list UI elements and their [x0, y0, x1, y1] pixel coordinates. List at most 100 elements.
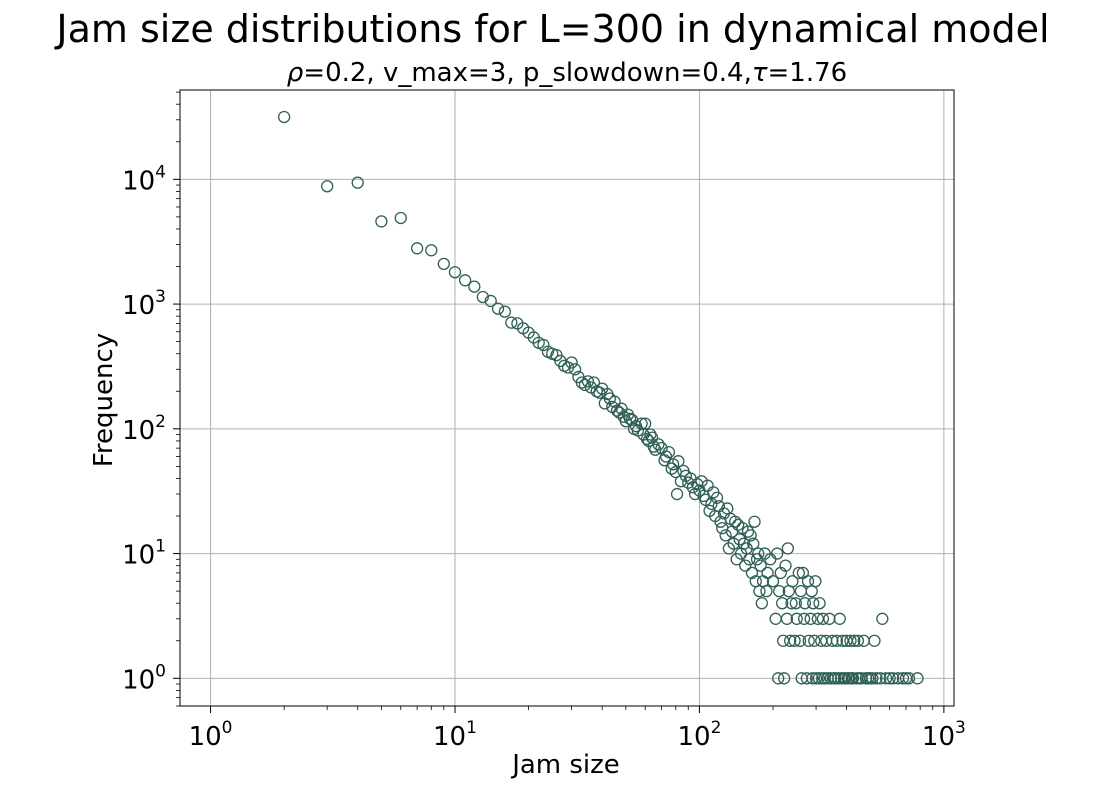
- y-tick-label: 102: [122, 412, 166, 446]
- data-point: [729, 515, 742, 528]
- data-point: [587, 376, 601, 389]
- data-point: [813, 597, 826, 610]
- data-point: [578, 378, 592, 392]
- data-point: [640, 432, 654, 446]
- data-point: [747, 537, 760, 550]
- data-point: [793, 634, 807, 647]
- data-point: [824, 672, 838, 685]
- axis-ticks: [173, 91, 945, 713]
- data-point: [498, 305, 512, 318]
- data-point: [766, 575, 780, 588]
- y-tick-label: 100: [122, 661, 166, 695]
- x-tick-label: 101: [433, 718, 477, 752]
- data-point: [780, 612, 794, 625]
- data-point: [886, 672, 900, 685]
- data-point: [797, 612, 811, 625]
- data-points: [277, 110, 924, 685]
- data-point: [710, 491, 724, 504]
- data-point: [754, 559, 767, 572]
- data-point: [809, 672, 823, 685]
- data-point: [789, 597, 803, 610]
- data-point: [351, 176, 364, 189]
- data-point: [448, 266, 462, 279]
- data-point: [866, 672, 879, 685]
- data-point: [848, 634, 861, 647]
- data-point: [755, 597, 768, 610]
- data-point: [425, 244, 438, 257]
- data-point: [809, 575, 822, 588]
- data-point: [745, 566, 759, 580]
- axis-tick-labels: 100 101 102 103 100 101 102 103 104: [122, 162, 966, 752]
- data-point: [744, 529, 757, 542]
- data-point: [468, 280, 481, 293]
- data-point: [410, 242, 424, 255]
- data-point: [846, 672, 860, 685]
- data-point: [748, 515, 761, 528]
- data-point: [491, 302, 505, 315]
- data-point: [833, 612, 846, 625]
- data-point: [816, 612, 830, 625]
- data-point: [792, 566, 805, 580]
- data-point: [812, 672, 826, 685]
- data-point: [777, 672, 791, 685]
- data-point: [798, 597, 812, 610]
- data-point: [902, 672, 916, 685]
- data-point: [375, 215, 388, 228]
- data-point: [760, 584, 773, 598]
- data-point: [883, 672, 896, 685]
- data-point: [844, 634, 857, 647]
- data-point: [277, 110, 291, 124]
- y-tick-label: 103: [122, 287, 166, 321]
- data-point: [741, 525, 755, 538]
- data-point: [779, 559, 792, 572]
- data-point: [911, 672, 924, 685]
- data-point: [785, 597, 798, 610]
- data-point: [639, 417, 652, 430]
- data-point: [719, 529, 732, 542]
- data-point: [484, 294, 497, 308]
- plot-area-border: [179, 89, 955, 707]
- data-point: [896, 672, 910, 685]
- data-point: [773, 584, 786, 598]
- data-point: [505, 316, 518, 329]
- data-point: [733, 533, 746, 546]
- data-point: [437, 257, 450, 271]
- data-point: [807, 597, 820, 610]
- data-point: [772, 672, 785, 685]
- y-tick-label: 104: [122, 162, 166, 196]
- data-point: [722, 542, 736, 555]
- data-point: [771, 547, 784, 560]
- y-tick-label: 101: [122, 537, 166, 571]
- x-tick-label: 100: [189, 718, 233, 752]
- data-point: [830, 634, 844, 647]
- data-point: [732, 518, 745, 531]
- data-point: [874, 672, 887, 685]
- data-point: [781, 542, 795, 555]
- data-point: [829, 672, 842, 685]
- data-point: [739, 559, 752, 572]
- data-point: [662, 446, 676, 459]
- data-point: [476, 290, 489, 304]
- data-point: [804, 612, 817, 625]
- data-point: [806, 672, 819, 685]
- data-point: [879, 672, 893, 685]
- x-tick-label: 103: [922, 718, 966, 752]
- data-point: [808, 634, 821, 647]
- data-point: [672, 455, 685, 468]
- data-point: [788, 634, 801, 647]
- chart-title: Jam size distributions for L=300 in dyna…: [54, 7, 1049, 51]
- data-point: [670, 487, 684, 501]
- data-point: [790, 612, 803, 625]
- x-axis-label: Jam size: [510, 750, 620, 780]
- data-point: [851, 634, 865, 647]
- data-point: [458, 274, 472, 287]
- data-point: [645, 431, 659, 444]
- data-point: [652, 438, 665, 451]
- data-point: [608, 395, 621, 408]
- data-point: [868, 634, 881, 647]
- data-point: [752, 547, 765, 560]
- data-point: [776, 597, 789, 610]
- data-point: [786, 575, 799, 588]
- data-point: [826, 634, 839, 647]
